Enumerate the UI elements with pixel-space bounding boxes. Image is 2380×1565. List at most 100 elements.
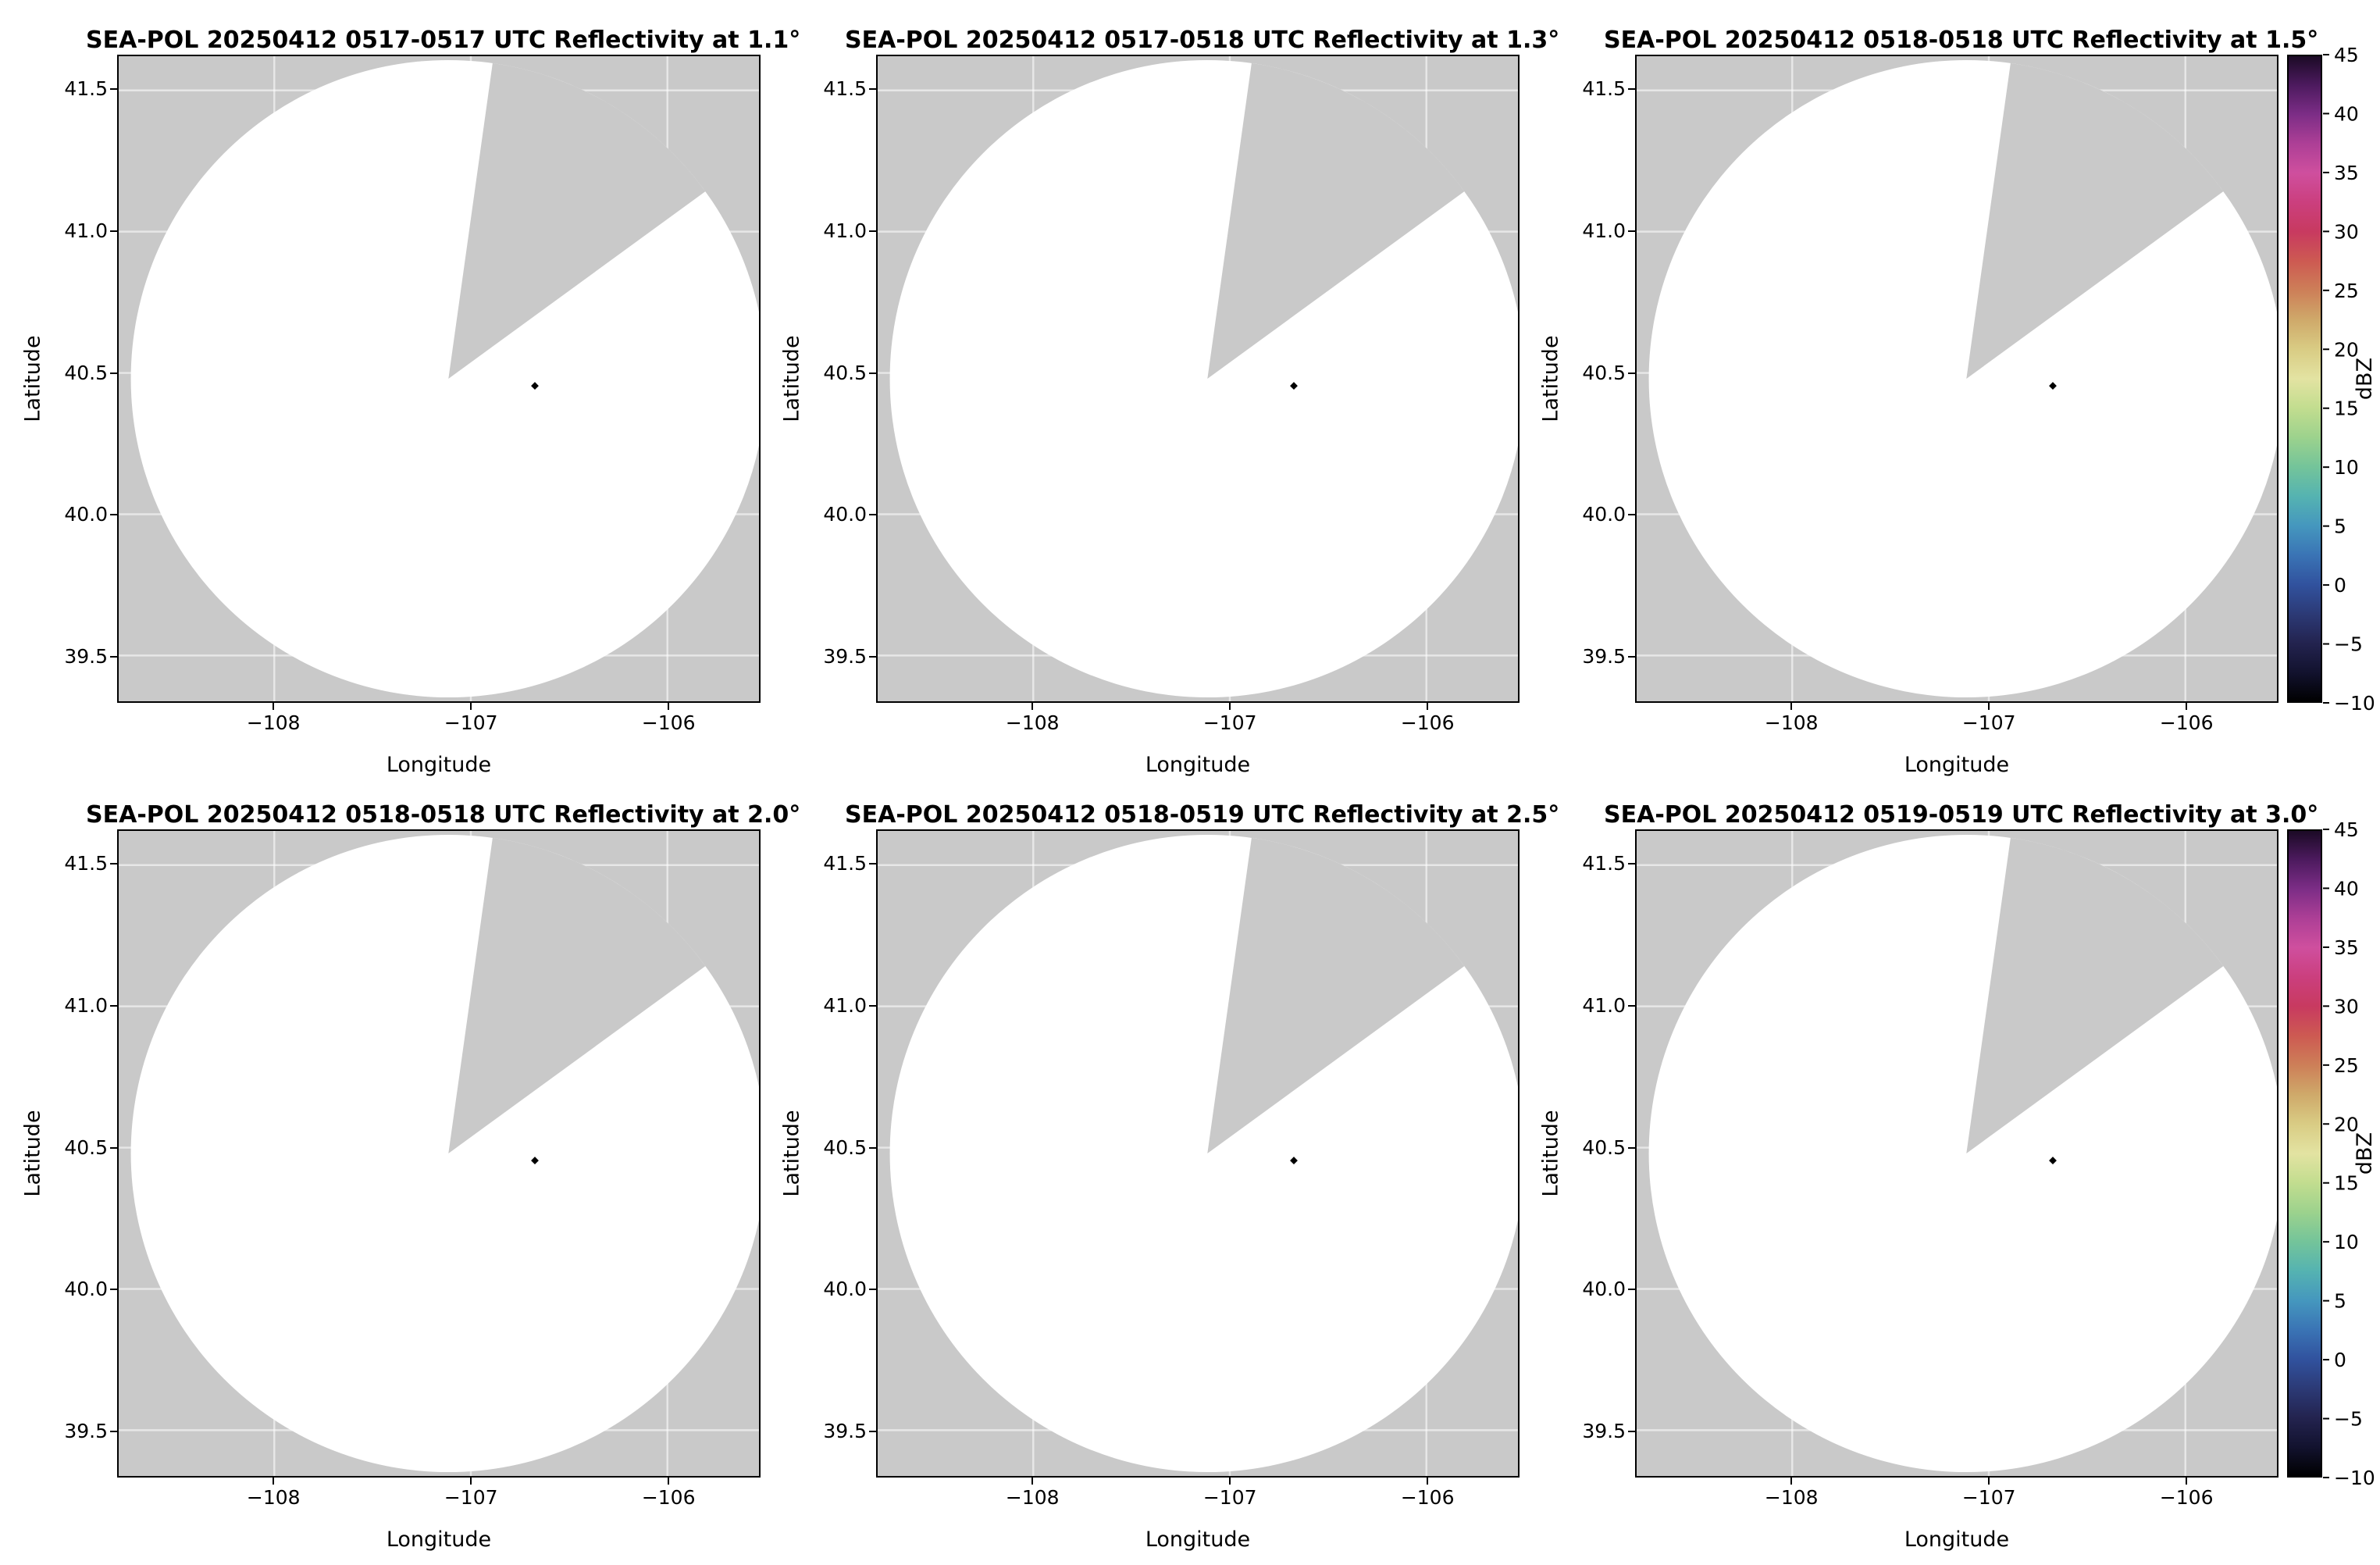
blanked-sector <box>448 837 706 1153</box>
y-tick-label: 40.0 <box>1582 1278 1626 1301</box>
y-tick-mark <box>869 1289 876 1291</box>
y-tick-mark <box>110 230 117 232</box>
y-tick-mark <box>1628 230 1635 232</box>
y-tick-label: 40.5 <box>64 361 108 384</box>
colorbar-tick-label: 25 <box>2334 1054 2359 1077</box>
subplot-2: SEA-POL 20250412 0517-0518 UTC Reflectiv… <box>759 23 1560 790</box>
x-tick-label: −107 <box>1961 1486 2016 1509</box>
y-tick-mark <box>869 1146 876 1149</box>
y-tick-label: 40.5 <box>64 1135 108 1159</box>
subplot-title: SEA-POL 20250412 0518-0519 UTC Reflectiv… <box>845 801 1560 829</box>
blanked-sector <box>448 62 706 379</box>
subplot-title: SEA-POL 20250412 0518-0518 UTC Reflectiv… <box>86 801 801 829</box>
radar-location-marker <box>2049 1157 2057 1165</box>
colorbar-tick-label: 5 <box>2334 1290 2346 1313</box>
subplot-5: SEA-POL 20250412 0518-0519 UTC Reflectiv… <box>759 798 1560 1565</box>
y-tick-label: 40.0 <box>823 1278 867 1301</box>
subplot-title: SEA-POL 20250412 0517-0518 UTC Reflectiv… <box>845 27 1560 54</box>
colorbar-tick-label: 15 <box>2334 1172 2359 1195</box>
y-tick-mark <box>110 862 117 864</box>
x-tick-label: −108 <box>1764 711 1819 734</box>
colorbar-tick-label: 35 <box>2334 162 2359 184</box>
y-tick-label: 40.0 <box>823 503 867 526</box>
y-tick-mark <box>869 87 876 90</box>
colorbar-tick-label: 40 <box>2334 102 2359 125</box>
y-tick-label: 39.5 <box>1582 1420 1626 1443</box>
y-tick-label: 40.0 <box>64 1278 108 1301</box>
subplot-title: SEA-POL 20250412 0517-0517 UTC Reflectiv… <box>86 27 801 54</box>
plot-area <box>876 55 1520 703</box>
colorbar-tick-label: 15 <box>2334 397 2359 420</box>
x-tick-mark <box>273 1478 275 1485</box>
y-tick-mark <box>869 656 876 658</box>
radar-scene <box>119 831 759 1476</box>
y-tick-label: 41.5 <box>823 77 867 100</box>
x-tick-mark <box>1031 703 1034 710</box>
x-tick-label: −106 <box>641 1486 696 1509</box>
colorbar-tick-label: 45 <box>2334 44 2359 66</box>
x-axis-label: Longitude <box>1904 753 2010 777</box>
x-tick-mark <box>1427 1478 1429 1485</box>
subplot-6: SEA-POL 20250412 0519-0519 UTC Reflectiv… <box>1518 798 2319 1565</box>
plot-area <box>117 55 761 703</box>
colorbar-tick-label: 0 <box>2334 574 2346 597</box>
radar-scene <box>878 56 1518 701</box>
y-tick-label: 39.5 <box>1582 645 1626 668</box>
x-tick-mark <box>1031 1478 1034 1485</box>
colorbar-tick-label: −5 <box>2334 633 2363 656</box>
colorbar-tick-label: 20 <box>2334 1113 2359 1135</box>
subplot-1: SEA-POL 20250412 0517-0517 UTC Reflectiv… <box>0 23 801 790</box>
colorbar-tick-label: 45 <box>2334 818 2359 841</box>
x-tick-label: −106 <box>1400 1486 1455 1509</box>
x-tick-label: −108 <box>1764 1486 1819 1509</box>
radar-location-marker <box>531 1157 539 1165</box>
y-tick-label: 40.0 <box>1582 503 1626 526</box>
y-tick-label: 41.0 <box>823 219 867 242</box>
x-tick-label: −107 <box>1961 711 2016 734</box>
y-tick-mark <box>110 1289 117 1291</box>
y-tick-label: 39.5 <box>823 1420 867 1443</box>
y-tick-mark <box>110 372 117 374</box>
colorbar-tick-label: 35 <box>2334 936 2359 959</box>
y-tick-label: 41.0 <box>1582 219 1626 242</box>
colorbar-tick-label: 40 <box>2334 877 2359 900</box>
x-tick-mark <box>1790 703 1793 710</box>
colorbar-tick-label: 20 <box>2334 338 2359 361</box>
x-tick-mark <box>1790 1478 1793 1485</box>
radar-location-marker <box>2049 382 2057 390</box>
colorbar-tick-label: 10 <box>2334 1231 2359 1253</box>
y-tick-mark <box>110 656 117 658</box>
y-tick-label: 40.5 <box>823 1135 867 1159</box>
y-tick-label: 39.5 <box>823 645 867 668</box>
y-tick-label: 41.5 <box>64 77 108 100</box>
radar-scene <box>878 831 1518 1476</box>
x-tick-label: −107 <box>1202 1486 1257 1509</box>
x-tick-label: −108 <box>246 1486 301 1509</box>
y-tick-mark <box>869 1004 876 1007</box>
y-tick-mark <box>869 230 876 232</box>
x-tick-label: −108 <box>1005 1486 1060 1509</box>
y-tick-mark <box>1628 1146 1635 1149</box>
x-tick-label: −106 <box>2159 1486 2214 1509</box>
x-tick-mark <box>1229 1478 1231 1485</box>
x-axis-label: Longitude <box>1904 1528 2010 1552</box>
colorbar-tick-label: 30 <box>2334 220 2359 243</box>
x-tick-label: −106 <box>641 711 696 734</box>
colorbar-axis-label: dBZ <box>2353 1132 2377 1175</box>
y-tick-mark <box>1628 372 1635 374</box>
plot-area <box>1635 55 2278 703</box>
x-tick-mark <box>668 703 670 710</box>
colorbar: 45 40 35 30 25 20 15 10 5 0 −5 −10 dBZ <box>2287 818 2377 1489</box>
colorbar-tick-label: 5 <box>2334 515 2346 538</box>
x-tick-mark <box>668 1478 670 1485</box>
y-tick-label: 41.0 <box>823 993 867 1017</box>
blanked-sector <box>1966 837 2224 1153</box>
blanked-sector <box>1207 62 1465 379</box>
y-tick-label: 41.5 <box>64 851 108 875</box>
y-tick-label: 40.5 <box>823 361 867 384</box>
x-tick-label: −106 <box>2159 711 2214 734</box>
y-tick-label: 41.5 <box>1582 851 1626 875</box>
blanked-sector <box>1966 62 2224 379</box>
colorbar-row-1: 45 40 35 30 25 20 15 10 5 0 −5 −10 dBZ <box>2287 44 2380 715</box>
colorbar-tick-label: 25 <box>2334 280 2359 302</box>
